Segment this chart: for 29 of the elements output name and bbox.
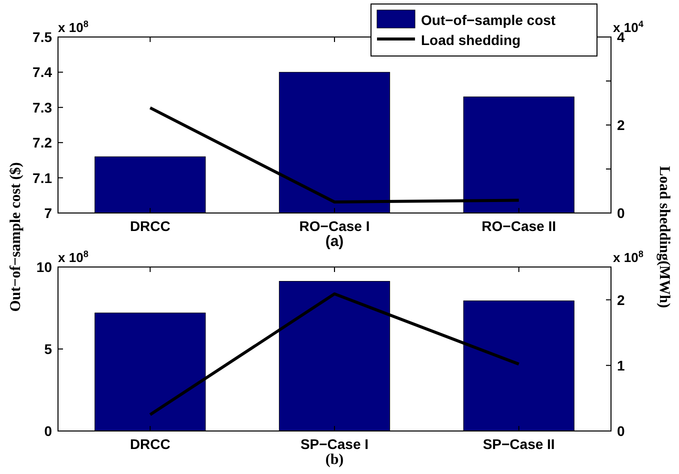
y-axis-title: Out−of−sample cost ($) — [8, 162, 24, 312]
y2-tick-label: 2 — [617, 292, 625, 308]
x-tick-label: RO−Case II — [482, 218, 556, 234]
y-tick-label: 7.4 — [32, 64, 52, 80]
text: x 10$^{8}$ — [58, 249, 88, 265]
text: (b) — [325, 452, 344, 468]
legend-label: Out−of−sample cost — [421, 12, 556, 28]
x-tick-label: SP−Case II — [482, 436, 555, 452]
y-tick-label: 10 — [36, 259, 52, 275]
text: x 10$^{8}$ — [58, 19, 88, 35]
y2-tick-label: 1 — [617, 357, 625, 374]
y-tick-label: 7.2 — [32, 134, 52, 151]
y-tick-label: 7.5 — [32, 29, 52, 45]
y-tick-label: 7.3 — [32, 99, 52, 116]
y-tick-label: 7 — [44, 205, 52, 221]
x-tick-label: DRCC — [130, 436, 170, 452]
x-tick-label: SP−Case I — [300, 436, 369, 452]
text: (a) — [325, 233, 344, 250]
text: x 10$^{8}$ — [613, 249, 644, 265]
x-tick-label: DRCC — [130, 218, 170, 234]
y2-tick-label: 0 — [617, 205, 625, 221]
x-tick-label: RO−Case I — [299, 218, 370, 234]
y2-tick-label: 2 — [617, 117, 625, 133]
y-tick-label: 7.1 — [32, 170, 52, 186]
y2-tick-label: 0 — [617, 423, 625, 439]
y2-axis-title: Load shedding(MWh) — [656, 166, 672, 308]
legend-label: Load shedding — [421, 32, 521, 48]
y-tick-label: 0 — [44, 423, 52, 439]
y-tick-label: 5 — [44, 341, 52, 357]
